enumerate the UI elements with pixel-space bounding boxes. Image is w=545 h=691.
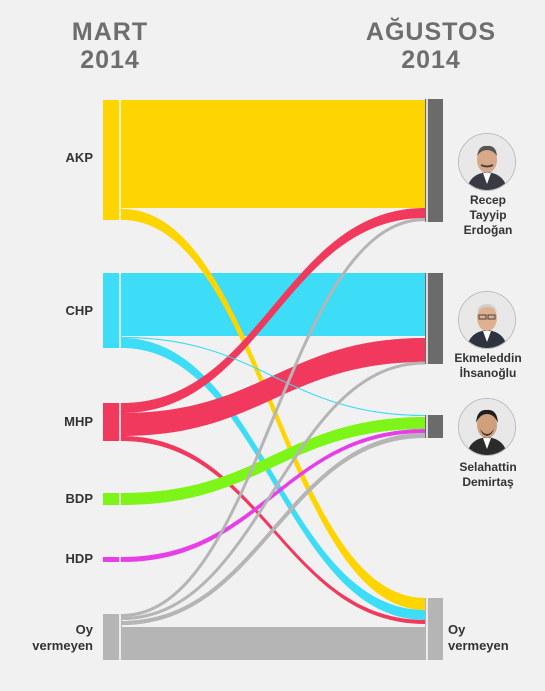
target-label-demirtas: Selahattin Demirtaş xyxy=(447,460,529,490)
target-node-erdogan xyxy=(425,99,443,222)
target-node-oyv xyxy=(425,598,443,660)
source-node-bdp xyxy=(103,493,122,505)
flow-line-chp-to-demirtas xyxy=(121,337,426,416)
source-nodes xyxy=(103,100,122,660)
flow-line-oy-to-demirtas xyxy=(121,433,426,625)
erdogan-line2: Tayyip xyxy=(469,208,507,222)
demirtas-portrait-icon xyxy=(458,398,516,456)
target-nodes xyxy=(425,99,443,660)
header-right-line2: 2014 xyxy=(401,46,461,74)
flow-akp-to-erdogan xyxy=(122,100,425,208)
source-node-oy xyxy=(103,614,122,660)
ihsanoglu-line2: İhsanoğlu xyxy=(459,366,517,380)
oyv-line1: Oy xyxy=(448,622,466,637)
source-label-oy-line2: vermeyen xyxy=(32,638,93,653)
source-node-hdp xyxy=(103,557,122,562)
header-left-line1: MART xyxy=(71,18,149,46)
source-label-mhp: MHP xyxy=(64,414,93,429)
source-label-oy-vermeyen: Oy vermeyen xyxy=(32,622,93,654)
erdogan-line1: Recep xyxy=(469,193,507,207)
source-label-akp: AKP xyxy=(65,150,93,165)
target-label-ihsanoglu: Ekmeleddin İhsanoğlu xyxy=(447,351,529,381)
flow-line-oy-to-erdogan xyxy=(121,218,426,617)
flow-oy-to-oyv xyxy=(122,627,425,660)
source-node-mhp xyxy=(103,403,122,441)
demirtas-line1: Selahattin xyxy=(459,460,517,474)
flow-line-oy-to-ihsanoglu xyxy=(121,361,426,620)
flow-mhp-to-erdogan xyxy=(122,208,425,413)
target-node-ihsanoglu xyxy=(425,273,443,364)
flow-mhp-to-ihsanoglu xyxy=(122,338,425,436)
flow-chp-to-ihsanoglu xyxy=(122,273,425,336)
target-node-demirtas xyxy=(425,415,443,438)
flow-bdp-to-demirtas xyxy=(122,417,425,505)
source-label-hdp: HDP xyxy=(65,551,93,566)
flow-akp-to-oyv xyxy=(122,209,425,610)
flow-hdp-to-demirtas xyxy=(122,429,425,562)
flow-chp-to-oyv xyxy=(122,338,425,620)
target-label-oy-vermeyen: Oy vermeyen xyxy=(448,622,509,654)
target-label-erdogan: Recep Tayyip Erdoğan xyxy=(447,193,529,238)
source-label-chp: CHP xyxy=(65,303,93,318)
source-label-bdp: BDP xyxy=(65,491,93,506)
source-node-chp xyxy=(103,273,122,348)
march-2014-header: MART 2014 xyxy=(55,18,165,74)
source-label-oy-line1: Oy xyxy=(75,622,93,637)
source-node-akp xyxy=(103,100,122,220)
flows xyxy=(121,100,426,660)
demirtas-line2: Demirtaş xyxy=(462,475,514,489)
august-2014-header: AĞUSTOS 2014 xyxy=(356,18,506,74)
erdogan-portrait-icon xyxy=(458,133,516,191)
ihsanoglu-portrait-icon xyxy=(458,291,516,349)
header-left-line2: 2014 xyxy=(80,46,140,74)
oyv-line2: vermeyen xyxy=(448,638,509,653)
header-right-line1: AĞUSTOS xyxy=(365,18,497,46)
erdogan-line3: Erdoğan xyxy=(463,223,513,237)
ihsanoglu-line1: Ekmeleddin xyxy=(454,351,522,365)
